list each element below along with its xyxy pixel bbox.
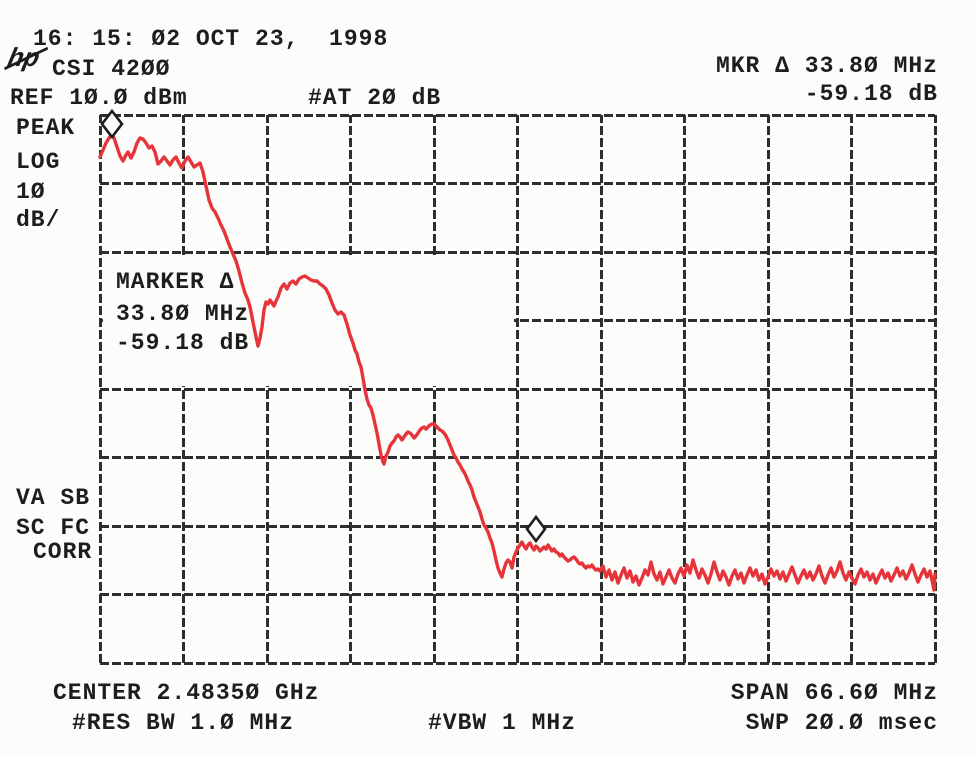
hp-logo: hp [4, 44, 43, 74]
graticule-line [432, 115, 436, 663]
model-text: CSI 42ØØ [52, 56, 171, 82]
graticule-line [933, 115, 937, 663]
detector-label: PEAK [16, 115, 76, 141]
mkr-delta-amp-text: -59.18 dB [804, 81, 938, 107]
graticule-line [98, 115, 102, 663]
graticule-line [850, 115, 853, 663]
center-freq-text: CENTER 2.4835Ø GHz [53, 680, 320, 706]
graticule-line [182, 115, 185, 663]
attenuation-text: #AT 2Ø dB [308, 85, 442, 111]
graticule-line [516, 115, 519, 663]
scale-type-label: LOG [16, 149, 61, 175]
status-corr-label: CORR [33, 539, 93, 565]
status-va-sb-label: VA SB [16, 485, 91, 511]
graticule-line [100, 661, 935, 665]
marker-readout-line2: 33.8Ø MHz [116, 301, 250, 327]
marker-readout-line1: MARKER Δ [116, 269, 235, 295]
scale-value-label: 1Ø [16, 179, 46, 205]
ref-level-text: REF 1Ø.Ø dBm [10, 85, 188, 111]
graticule-line [265, 115, 269, 663]
res-bw-text: #RES BW 1.Ø MHz [72, 710, 295, 736]
vbw-text: #VBW 1 MHz [428, 710, 577, 736]
graticule-line [349, 115, 352, 663]
span-text: SPAN 66.6Ø MHz [730, 680, 938, 706]
sweep-text: SWP 2Ø.Ø msec [745, 710, 938, 736]
graticule-line [766, 115, 770, 663]
datetime-text: 16: 15: Ø2 OCT 23, 1998 [33, 26, 389, 52]
graticule-line [599, 115, 603, 663]
marker-readout-line3: -59.18 dB [116, 330, 250, 356]
status-sc-fc-label: SC FC [16, 515, 91, 541]
graticule-line [683, 115, 686, 663]
scale-unit-label: dB/ [16, 207, 61, 233]
mkr-delta-freq-text: MKR Δ 33.8Ø MHz [715, 53, 938, 79]
